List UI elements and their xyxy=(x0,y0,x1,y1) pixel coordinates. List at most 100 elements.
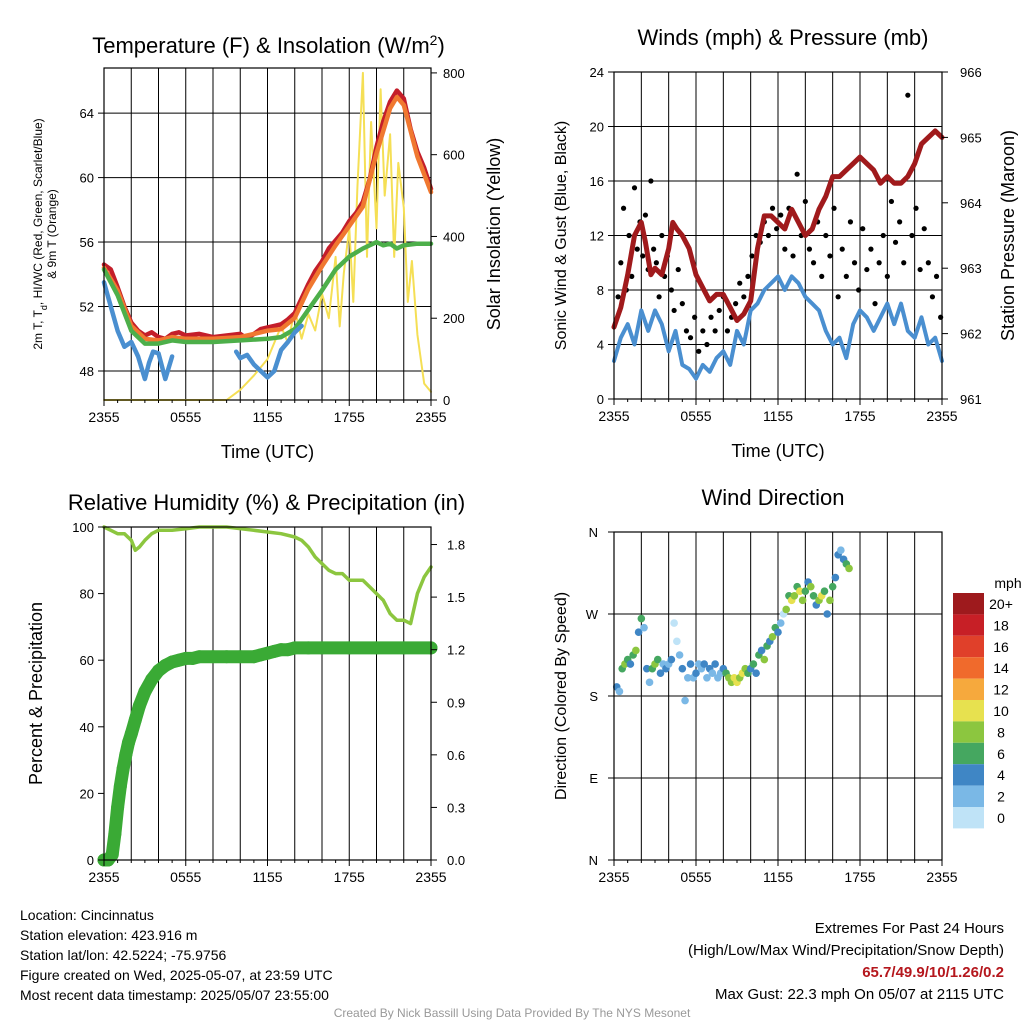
direction-point xyxy=(645,678,654,687)
gust-point xyxy=(856,287,862,293)
station-info: Location: Cincinnatus Station elevation:… xyxy=(20,905,333,1005)
y2-tick-label: 961 xyxy=(960,392,982,407)
colorbar-label: 4 xyxy=(997,767,1005,783)
gust-point xyxy=(656,294,662,300)
colorbar-label: 20+ xyxy=(989,596,1013,612)
gust-point xyxy=(696,348,702,354)
x-tick-label: 0555 xyxy=(170,869,201,885)
gust-point xyxy=(864,266,870,273)
extremes-values: 65.7/49.9/10/1.26/0.2 xyxy=(862,964,1004,981)
gust-point xyxy=(872,301,878,307)
colorbar-swatch xyxy=(953,764,984,786)
gust-point xyxy=(847,219,854,225)
y2-tick-label: 800 xyxy=(443,66,465,81)
y-label-part: 2m T, T xyxy=(31,309,45,349)
y2-tick-label: 0.9 xyxy=(447,695,465,710)
y2-tick-label: 0 xyxy=(443,393,450,408)
gust-point xyxy=(615,294,621,300)
x-tick-label: 1155 xyxy=(763,408,793,424)
colorbar: 20+ 18 16 14 12 10 8 6 4 2 0 mph xyxy=(953,575,1022,829)
created-text: Figure created on Wed, 2025-05-07, at 23… xyxy=(20,967,333,983)
colorbar-swatch xyxy=(953,678,984,700)
colorbar-swatch xyxy=(953,635,984,658)
y2-tick-label: 0.0 xyxy=(447,853,465,868)
chart-title: Winds (mph) & Pressure (mb) xyxy=(638,25,929,50)
x-tick-label: 0555 xyxy=(680,408,711,424)
colorbar-swatch xyxy=(953,700,984,722)
gust-point xyxy=(778,212,784,218)
direction-point xyxy=(760,655,769,664)
y-axis-label-line2: & 9m T (Orange) xyxy=(45,189,59,279)
series-wind xyxy=(612,274,944,381)
direction-point xyxy=(703,673,711,682)
x-tick-label: 2355 xyxy=(926,408,957,424)
gust-point xyxy=(819,273,825,279)
gust-point xyxy=(925,260,931,266)
gust-point xyxy=(692,314,698,320)
series-temp_orange xyxy=(101,94,434,343)
gust-point xyxy=(668,287,675,293)
direction-point xyxy=(752,669,760,678)
direction-point xyxy=(796,587,804,596)
gust-point xyxy=(794,171,800,177)
gust-point xyxy=(835,294,841,300)
direction-point xyxy=(831,573,840,582)
x-tick-label: 2355 xyxy=(88,409,119,425)
gust-point xyxy=(823,232,829,239)
colorbar-label: 16 xyxy=(993,639,1009,655)
max-gust-text: Max Gust: 22.3 mph On 05/07 at 2115 UTC xyxy=(714,986,1004,1003)
direction-point xyxy=(640,623,648,632)
direction-point xyxy=(634,628,643,637)
direction-point xyxy=(700,660,708,668)
chart-title: Wind Direction xyxy=(701,485,844,510)
location-text: Location: Cincinnatus xyxy=(20,907,154,923)
gust-point xyxy=(675,266,681,273)
y-axis-label: Percent & Precipitation xyxy=(26,602,46,785)
colorbar-swatch xyxy=(953,657,984,679)
colorbar-label: 12 xyxy=(993,682,1009,698)
chart-title: Relative Humidity (%) & Precipitation (i… xyxy=(68,490,465,515)
gust-point xyxy=(700,328,706,334)
x-tick-label: 1755 xyxy=(334,409,365,425)
colorbar-label: 8 xyxy=(997,724,1005,740)
direction-point xyxy=(845,564,853,573)
gust-point xyxy=(708,314,714,320)
gust-point xyxy=(897,219,903,225)
y-tick-label: 20 xyxy=(80,786,94,801)
y-axis-label: 2m T, Td, HI/WC (Red, Green, Scarlet/Blu… xyxy=(31,118,49,349)
direction-point xyxy=(708,669,717,678)
gust-point xyxy=(868,246,874,252)
gust-point xyxy=(741,294,747,300)
y-tick-label: 40 xyxy=(80,720,94,735)
gust-point xyxy=(880,232,886,239)
series-precip xyxy=(97,641,438,867)
gust-point xyxy=(888,198,895,205)
direction-point xyxy=(656,669,665,678)
direction-point xyxy=(757,646,766,655)
y-tick-label: N xyxy=(589,525,598,540)
y2-axis-label: Station Pressure (Maroon) xyxy=(998,130,1018,341)
gust-point xyxy=(749,253,755,259)
y2-tick-label: 963 xyxy=(960,261,982,276)
direction-point xyxy=(798,596,807,605)
direction-point xyxy=(673,637,681,646)
series-rh xyxy=(102,525,433,626)
y2-tick-label: 0.3 xyxy=(447,800,465,815)
gust-point xyxy=(774,226,780,232)
gust-point xyxy=(790,253,796,259)
gust-point xyxy=(860,226,866,232)
colorbar-label: 14 xyxy=(993,660,1009,676)
y2-tick-label: 1.8 xyxy=(447,538,465,553)
y2-tick-label: 1.5 xyxy=(447,590,465,605)
y-tick-label: 4 xyxy=(597,338,604,353)
gust-point xyxy=(782,246,788,252)
colorbar-swatch xyxy=(953,721,984,743)
gust-point xyxy=(806,246,813,252)
x-tick-label: 2355 xyxy=(88,869,119,885)
gust-point xyxy=(642,212,649,218)
y-tick-label: 8 xyxy=(597,283,604,298)
x-tick-label: 1755 xyxy=(844,408,875,424)
winds-chart: 2355 0555 1155 1755 235504812162024961962963… xyxy=(553,25,1018,461)
direction-point xyxy=(684,673,692,682)
direction-point xyxy=(774,628,782,637)
